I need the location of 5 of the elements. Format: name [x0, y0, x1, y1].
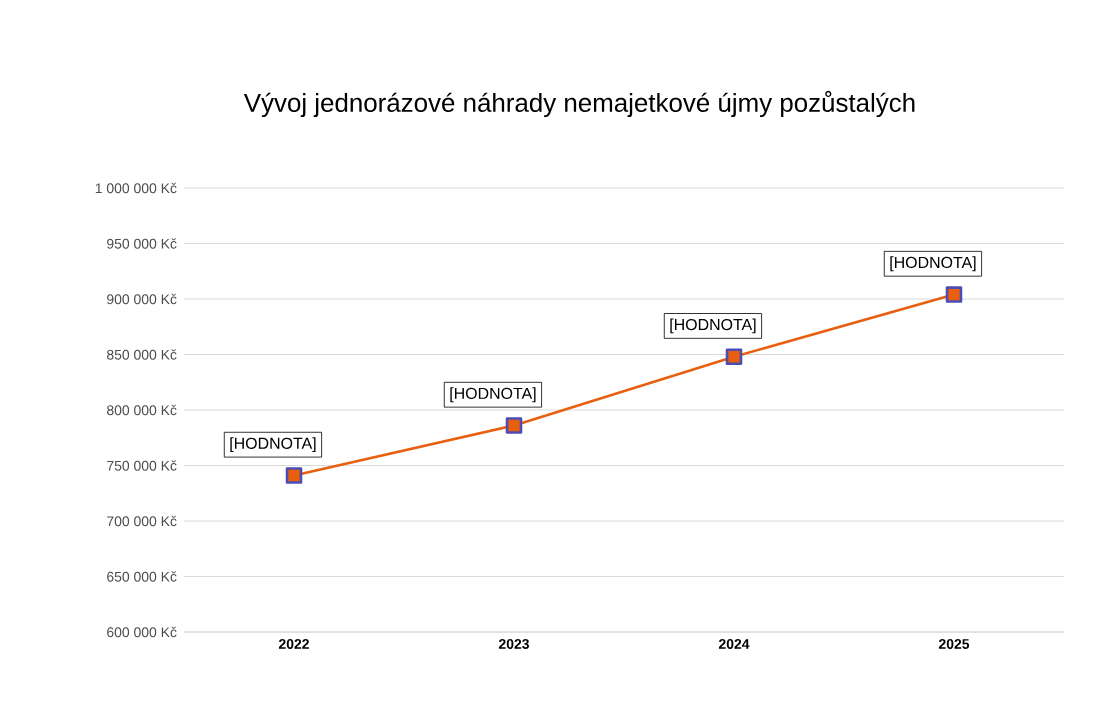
chart-title: Vývoj jednorázové náhrady nemajetkové újmy pozůstalých [243, 90, 915, 118]
point [505, 417, 523, 434]
point [285, 467, 303, 484]
point [725, 348, 743, 365]
point [945, 286, 963, 303]
